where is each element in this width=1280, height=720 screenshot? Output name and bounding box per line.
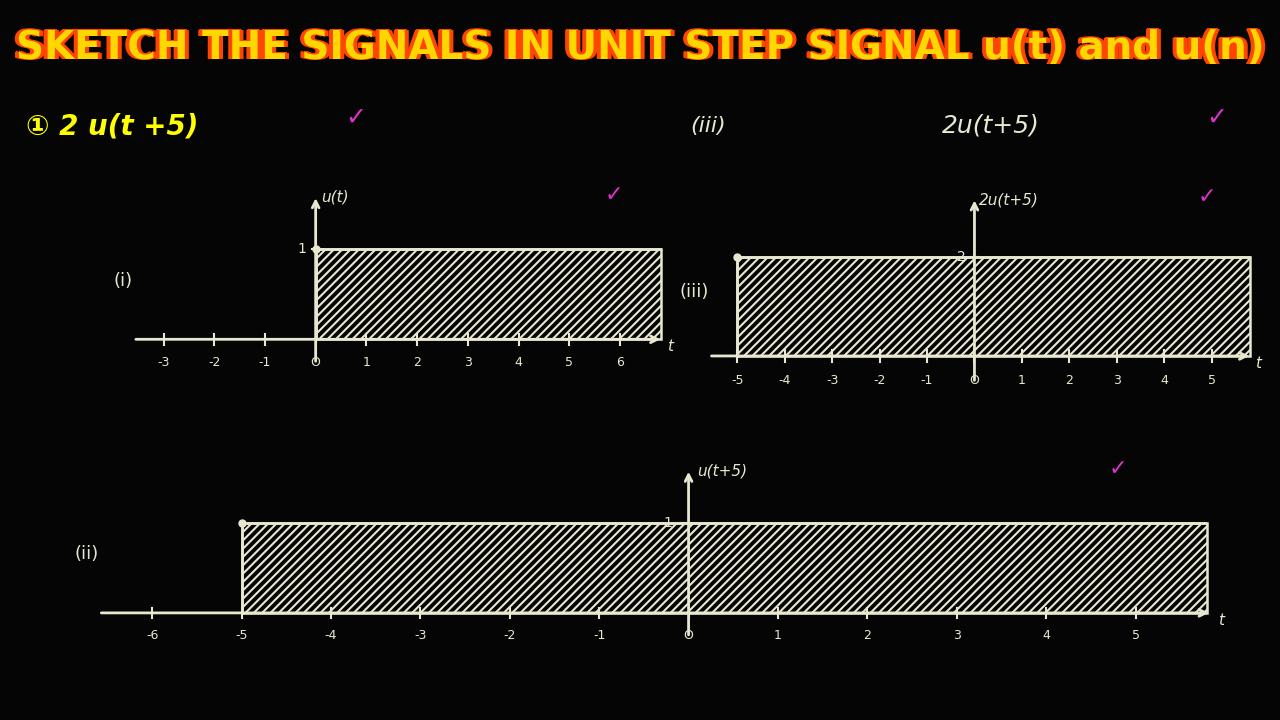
Text: 4: 4 xyxy=(1042,629,1050,642)
Text: -3: -3 xyxy=(826,374,838,387)
Text: t: t xyxy=(1217,613,1224,628)
Text: O: O xyxy=(684,629,694,642)
Text: (i): (i) xyxy=(114,271,133,289)
Bar xyxy=(737,257,1249,356)
Text: SKETCH THE SIGNALS IN UNIT STEP SIGNAL u(t) and u(n): SKETCH THE SIGNALS IN UNIT STEP SIGNAL u… xyxy=(15,29,1265,67)
Text: ① 2 u(t +5): ① 2 u(t +5) xyxy=(26,112,198,140)
Text: 3: 3 xyxy=(463,356,472,369)
Text: 1: 1 xyxy=(362,356,370,369)
Text: SKETCH THE SIGNALS IN UNIT STEP SIGNAL u(t) and u(n): SKETCH THE SIGNALS IN UNIT STEP SIGNAL u… xyxy=(18,28,1267,66)
Bar xyxy=(242,523,1207,613)
Text: 1: 1 xyxy=(298,243,306,256)
Text: 2: 2 xyxy=(413,356,421,369)
Text: -5: -5 xyxy=(236,629,248,642)
Text: -1: -1 xyxy=(920,374,933,387)
Text: 3: 3 xyxy=(1112,374,1121,387)
Text: ✓: ✓ xyxy=(604,185,623,205)
Text: 1: 1 xyxy=(774,629,782,642)
Text: 5: 5 xyxy=(566,356,573,369)
Text: (ii): (ii) xyxy=(74,546,99,563)
Text: SKETCH THE SIGNALS IN UNIT STEP SIGNAL u(t) and u(n): SKETCH THE SIGNALS IN UNIT STEP SIGNAL u… xyxy=(19,29,1268,66)
Text: t: t xyxy=(1256,356,1261,372)
Text: 6: 6 xyxy=(616,356,623,369)
Text: -2: -2 xyxy=(873,374,886,387)
Text: 2: 2 xyxy=(1065,374,1074,387)
Text: SKETCH THE SIGNALS IN UNIT STEP SIGNAL u(t) and u(n): SKETCH THE SIGNALS IN UNIT STEP SIGNAL u… xyxy=(13,28,1262,66)
Text: ✓: ✓ xyxy=(1108,459,1128,479)
Text: -2: -2 xyxy=(503,629,516,642)
Text: -4: -4 xyxy=(325,629,337,642)
Text: (iii): (iii) xyxy=(690,116,726,136)
Text: t: t xyxy=(667,339,672,354)
Text: O: O xyxy=(969,374,979,387)
Text: 5: 5 xyxy=(1208,374,1216,387)
Bar xyxy=(316,249,660,339)
Text: 2: 2 xyxy=(957,250,966,264)
Text: SKETCH THE SIGNALS IN UNIT STEP SIGNAL u(t) and u(n): SKETCH THE SIGNALS IN UNIT STEP SIGNAL u… xyxy=(12,29,1261,66)
Text: -1: -1 xyxy=(593,629,605,642)
Text: ✓: ✓ xyxy=(346,106,366,130)
Text: 2u(t+5): 2u(t+5) xyxy=(942,114,1039,138)
Text: O: O xyxy=(311,356,320,369)
Text: SKETCH THE SIGNALS IN UNIT STEP SIGNAL u(t) and u(n): SKETCH THE SIGNALS IN UNIT STEP SIGNAL u… xyxy=(15,28,1265,66)
Text: SKETCH THE SIGNALS IN UNIT STEP SIGNAL u(t) and u(n): SKETCH THE SIGNALS IN UNIT STEP SIGNAL u… xyxy=(13,29,1262,67)
Text: u(t+5): u(t+5) xyxy=(698,463,748,478)
Text: -4: -4 xyxy=(778,374,791,387)
Text: -5: -5 xyxy=(731,374,744,387)
Text: -3: -3 xyxy=(157,356,170,369)
Text: ✓: ✓ xyxy=(1198,187,1216,207)
Text: 3: 3 xyxy=(952,629,961,642)
Text: 2: 2 xyxy=(864,629,872,642)
Text: -3: -3 xyxy=(415,629,426,642)
Text: u(t): u(t) xyxy=(321,189,348,204)
Text: 4: 4 xyxy=(1160,374,1169,387)
Text: -2: -2 xyxy=(209,356,220,369)
Text: 1: 1 xyxy=(1018,374,1025,387)
Text: 5: 5 xyxy=(1132,629,1139,642)
Text: -6: -6 xyxy=(146,629,159,642)
Text: SKETCH THE SIGNALS IN UNIT STEP SIGNAL u(t) and u(n): SKETCH THE SIGNALS IN UNIT STEP SIGNAL u… xyxy=(15,29,1265,66)
Text: -1: -1 xyxy=(259,356,271,369)
Text: (iii): (iii) xyxy=(680,282,709,301)
Text: SKETCH THE SIGNALS IN UNIT STEP SIGNAL u(t) and u(n): SKETCH THE SIGNALS IN UNIT STEP SIGNAL u… xyxy=(18,29,1267,67)
Text: 4: 4 xyxy=(515,356,522,369)
Text: 2u(t+5): 2u(t+5) xyxy=(979,192,1039,207)
Text: ✓: ✓ xyxy=(1206,106,1228,130)
Text: 1: 1 xyxy=(663,516,672,530)
